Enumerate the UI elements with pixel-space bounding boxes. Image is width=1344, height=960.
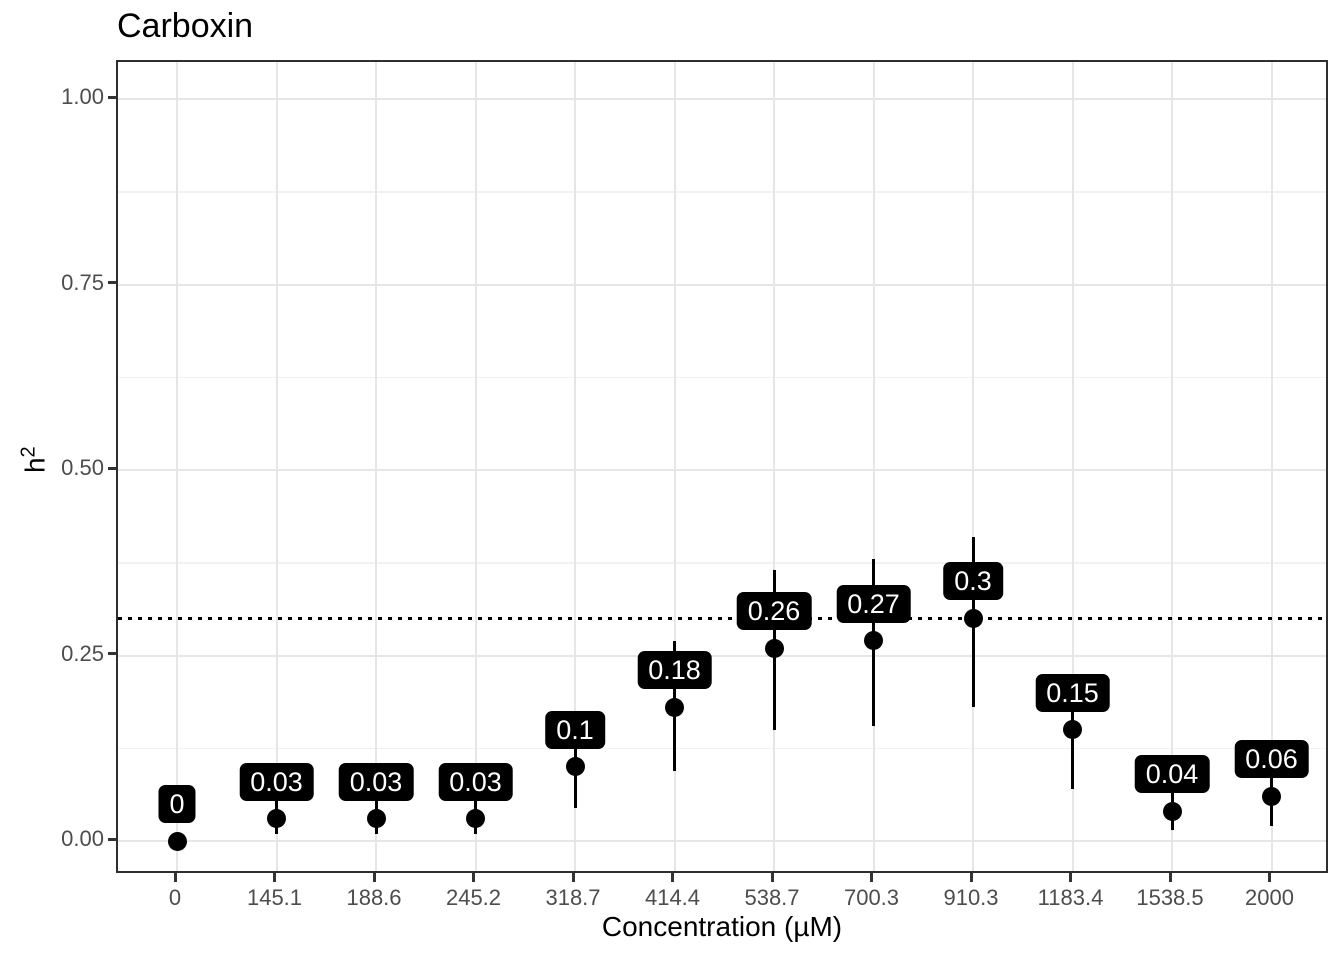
x-axis-tick — [173, 873, 177, 882]
gridline-major — [474, 62, 477, 871]
x-axis-tick — [1069, 873, 1072, 882]
data-point — [1063, 720, 1082, 740]
gridline-major — [275, 62, 278, 871]
y-axis-tick-label: 0.50 — [61, 455, 104, 480]
plot-panel: 0 0.03 0.03 0.03 0.1 0.18 0.26 0.27 0.3 0.15 0.04 0… — [116, 60, 1328, 873]
y-axis-tick — [108, 95, 116, 99]
y-axis-tick — [108, 466, 116, 470]
point-value-label: 0.3 — [943, 562, 1003, 601]
point-value-label: 0.27 — [836, 584, 911, 623]
x-axis-tick-label: 245.2 — [445, 885, 502, 910]
gridline-major — [118, 283, 1326, 286]
gridline-major — [375, 62, 377, 871]
data-point — [466, 809, 485, 829]
data-point — [764, 638, 784, 658]
x-axis-tick — [273, 873, 276, 882]
point-value-label: 0.06 — [1234, 740, 1309, 779]
gridline-major — [773, 62, 775, 871]
data-point — [864, 631, 883, 651]
y-axis-tick-label: 0.00 — [61, 826, 104, 851]
gridline-major — [972, 62, 974, 871]
y-axis-tick-label: 1.00 — [61, 84, 104, 109]
point-value-label: 0.26 — [736, 592, 812, 631]
gridline-major — [673, 62, 676, 871]
x-axis-tick-label: 145.1 — [246, 885, 303, 910]
gridline-minor — [118, 191, 1326, 193]
gridline-major — [118, 654, 1326, 657]
point-value-label: 0.04 — [1134, 755, 1210, 794]
data-point — [1162, 801, 1182, 821]
gridline-major — [1171, 62, 1173, 871]
y-axis-tick-label: 0.75 — [61, 269, 104, 295]
x-axis-tick — [372, 873, 376, 882]
reference-line — [118, 616, 1326, 620]
gridline-major — [118, 840, 1326, 842]
gridline-major — [118, 98, 1326, 100]
gridline-major — [1071, 62, 1074, 871]
point-value-label: 0.15 — [1035, 673, 1110, 712]
gridline-minor — [118, 562, 1326, 564]
gridline-minor — [118, 376, 1326, 379]
x-axis-tick — [969, 873, 973, 882]
x-axis-tick — [870, 873, 873, 882]
point-value-label: 0.03 — [338, 762, 414, 801]
plot-title: Carboxin — [117, 7, 254, 45]
x-axis-tick-label: 318.7 — [545, 885, 601, 910]
point-value-label: 0.03 — [438, 762, 513, 801]
data-point — [267, 809, 286, 829]
x-axis-tick — [1168, 873, 1172, 882]
x-axis-tick-label: 538.7 — [744, 885, 800, 910]
x-axis-tick-label: 910.3 — [943, 885, 999, 910]
x-axis-tick — [671, 873, 674, 882]
x-axis-tick-label: 414.4 — [644, 885, 701, 910]
x-axis-tick-label: 1538.5 — [1136, 885, 1204, 910]
x-axis-tick-label: 2000 — [1245, 885, 1294, 910]
y-axis-tick-label: 0.25 — [61, 640, 104, 666]
point-value-label: 0.03 — [239, 762, 314, 801]
x-axis-tick — [571, 873, 575, 882]
gridline-major — [1270, 62, 1273, 871]
y-axis-tick — [108, 652, 116, 655]
gridline-minor — [118, 747, 1326, 750]
x-axis-tick — [770, 873, 774, 882]
point-value-label: 0.1 — [545, 710, 605, 749]
gridline-major — [118, 469, 1326, 471]
data-point — [1262, 786, 1281, 806]
x-axis-tick-label: 1183.4 — [1037, 885, 1104, 910]
point-value-label: 0.18 — [637, 651, 712, 690]
gridline-major — [872, 62, 875, 871]
data-point — [366, 809, 386, 829]
x-axis-tick-label: 700.3 — [843, 885, 900, 910]
y-axis-tick — [108, 281, 116, 284]
y-axis-tick — [108, 837, 116, 841]
gridline-major — [176, 62, 178, 871]
x-axis-tick-label: 0 — [168, 885, 182, 910]
point-value-label: 0 — [158, 785, 196, 823]
x-axis-tick-label: 188.6 — [346, 885, 402, 910]
data-point — [665, 697, 684, 717]
gridline-major — [574, 62, 576, 871]
x-axis-title: Concentration (µM) — [601, 911, 843, 942]
data-point — [565, 757, 585, 777]
data-point — [963, 608, 983, 628]
data-point — [167, 831, 187, 851]
x-axis-tick — [1268, 873, 1271, 882]
x-axis-tick — [472, 873, 475, 882]
